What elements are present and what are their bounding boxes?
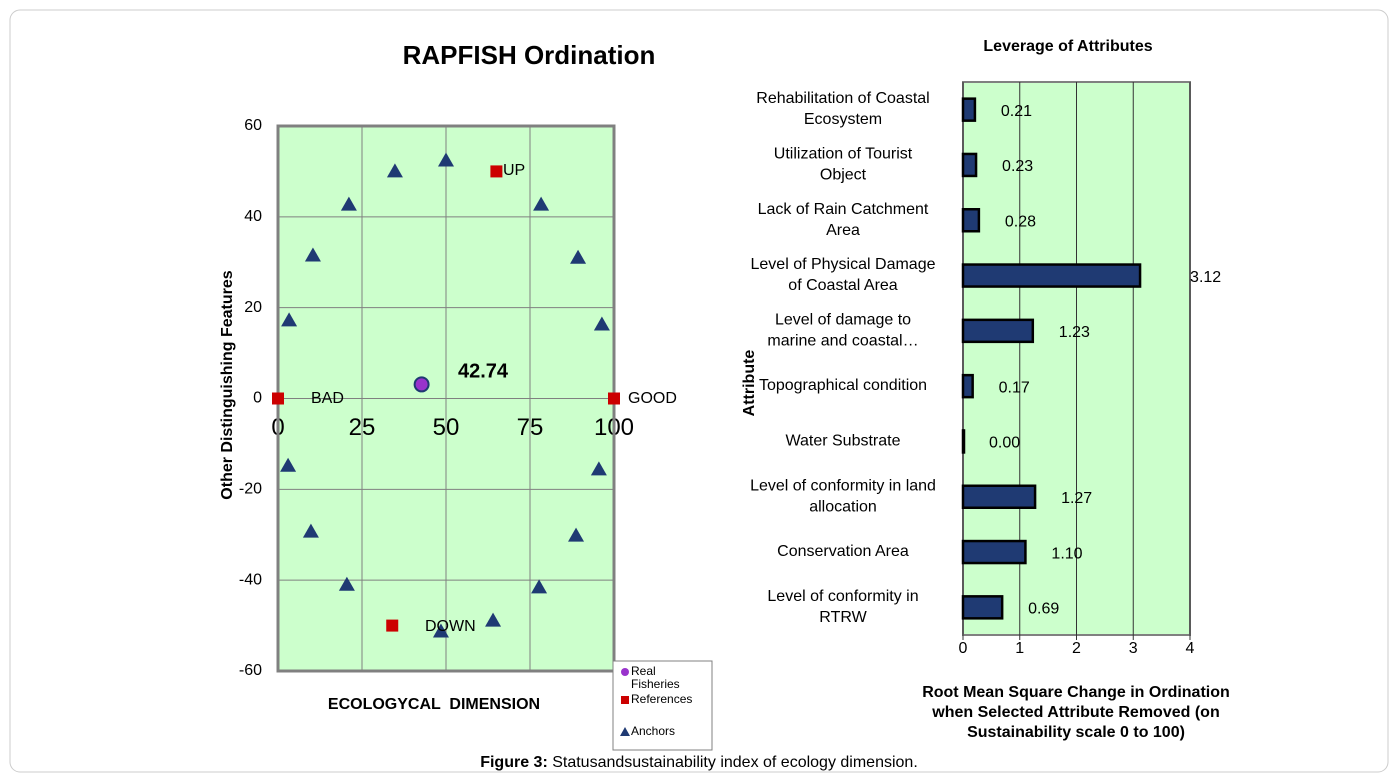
x-tick-label: 2 — [1072, 640, 1081, 657]
value-label: 0.00 — [989, 435, 1020, 452]
point — [432, 623, 449, 638]
point — [485, 612, 502, 627]
caption: Figure 3: Statusandsustainability index … — [480, 754, 918, 771]
point — [281, 312, 298, 327]
x-tick-label: 0 — [959, 640, 968, 657]
y-tick-label: -60 — [239, 662, 262, 679]
value-label: 0.69 — [1028, 601, 1059, 618]
legend-entry: Real Fisheries — [621, 664, 680, 691]
y-axis-label: Other Distinguishing Features — [219, 270, 236, 499]
category-label: Rehabilitation of Coastal Ecosystem — [756, 90, 929, 128]
category-label: Level of conformity in land allocation — [750, 477, 936, 515]
legend-marker — [620, 727, 630, 736]
bar — [961, 484, 1037, 509]
annotation: BAD — [311, 390, 344, 407]
legend-marker — [621, 696, 629, 704]
legend-marker — [621, 668, 629, 676]
category-label: Level of damage to marine and coastal… — [767, 312, 918, 350]
bar — [961, 97, 977, 122]
category-label: Water Substrate — [785, 433, 900, 450]
y-tick-label: -40 — [239, 571, 262, 588]
x-tick-label: 75 — [517, 414, 544, 441]
x-tick-label: 1 — [1015, 640, 1024, 657]
point — [386, 163, 403, 178]
x-tick-label: 25 — [349, 414, 376, 441]
bar — [961, 263, 1142, 288]
value-label: 3.12 — [1190, 269, 1221, 286]
point — [302, 523, 319, 538]
point — [590, 461, 607, 476]
bar — [961, 429, 966, 454]
x-tick-label: 3 — [1129, 640, 1138, 657]
chart-title: Leverage of Attributes — [983, 38, 1152, 55]
point — [413, 376, 430, 393]
point — [608, 392, 620, 405]
point — [438, 152, 454, 167]
point — [570, 249, 587, 264]
y-tick-label: 20 — [244, 299, 262, 316]
point — [531, 579, 548, 594]
category-label: Level of conformity in RTRW — [767, 588, 918, 626]
point — [280, 457, 297, 472]
point — [386, 619, 399, 632]
y-axis-label: Attribute — [741, 350, 758, 417]
y-tick-label: 0 — [253, 390, 262, 407]
category-label: Level of Physical Damage of Coastal Area — [751, 256, 936, 294]
value-label: 0.23 — [1002, 158, 1033, 175]
bar — [961, 373, 974, 399]
y-tick-label: 60 — [244, 117, 262, 134]
category-label: Utilization of Tourist Object — [774, 146, 913, 184]
point — [338, 576, 355, 591]
bar — [961, 152, 978, 178]
y-tick-label: -20 — [239, 481, 262, 498]
bar — [961, 595, 1004, 620]
x-axis-label: ECOLOGYCAL DIMENSION — [328, 696, 540, 713]
point — [593, 316, 610, 331]
value-label: 0.17 — [999, 379, 1030, 396]
caption-label: Figure 3: — [480, 754, 548, 771]
annotation: UP — [503, 162, 525, 179]
annotation: DOWN — [425, 618, 476, 635]
category-label: Conservation Area — [777, 543, 909, 560]
legend-label: Real Fisheries — [631, 664, 680, 691]
value-label: 0.28 — [1005, 213, 1036, 230]
legend-entry: Anchors — [620, 724, 675, 738]
bar — [961, 208, 981, 233]
x-tick-label: 4 — [1186, 640, 1195, 657]
y-tick-label: 40 — [244, 208, 262, 225]
annotation: GOOD — [628, 390, 677, 407]
point — [272, 392, 284, 405]
value-label: 1.27 — [1061, 490, 1092, 507]
point — [340, 196, 357, 211]
point — [533, 196, 550, 211]
caption-text: Statusandsustainability index of ecology… — [552, 754, 918, 771]
annotation: 42.74 — [458, 360, 509, 382]
legend-label: References — [631, 692, 692, 706]
value-label: 1.10 — [1051, 545, 1082, 562]
value-label: 0.21 — [1001, 103, 1032, 120]
x-tick-label: 50 — [433, 414, 460, 441]
bar — [961, 539, 1027, 565]
x-axis-label: Root Mean Square Change in Ordination whe… — [922, 684, 1230, 741]
legend-entry: References — [621, 692, 692, 706]
legend-label: Anchors — [631, 724, 675, 738]
category-label: Lack of Rain Catchment Area — [758, 201, 929, 239]
category-label: Topographical condition — [759, 377, 927, 394]
point — [490, 165, 503, 178]
point — [304, 247, 321, 262]
point — [568, 527, 585, 542]
chart-title: RAPFISH Ordination — [403, 40, 656, 70]
bar — [961, 318, 1035, 344]
value-label: 1.23 — [1059, 324, 1090, 341]
